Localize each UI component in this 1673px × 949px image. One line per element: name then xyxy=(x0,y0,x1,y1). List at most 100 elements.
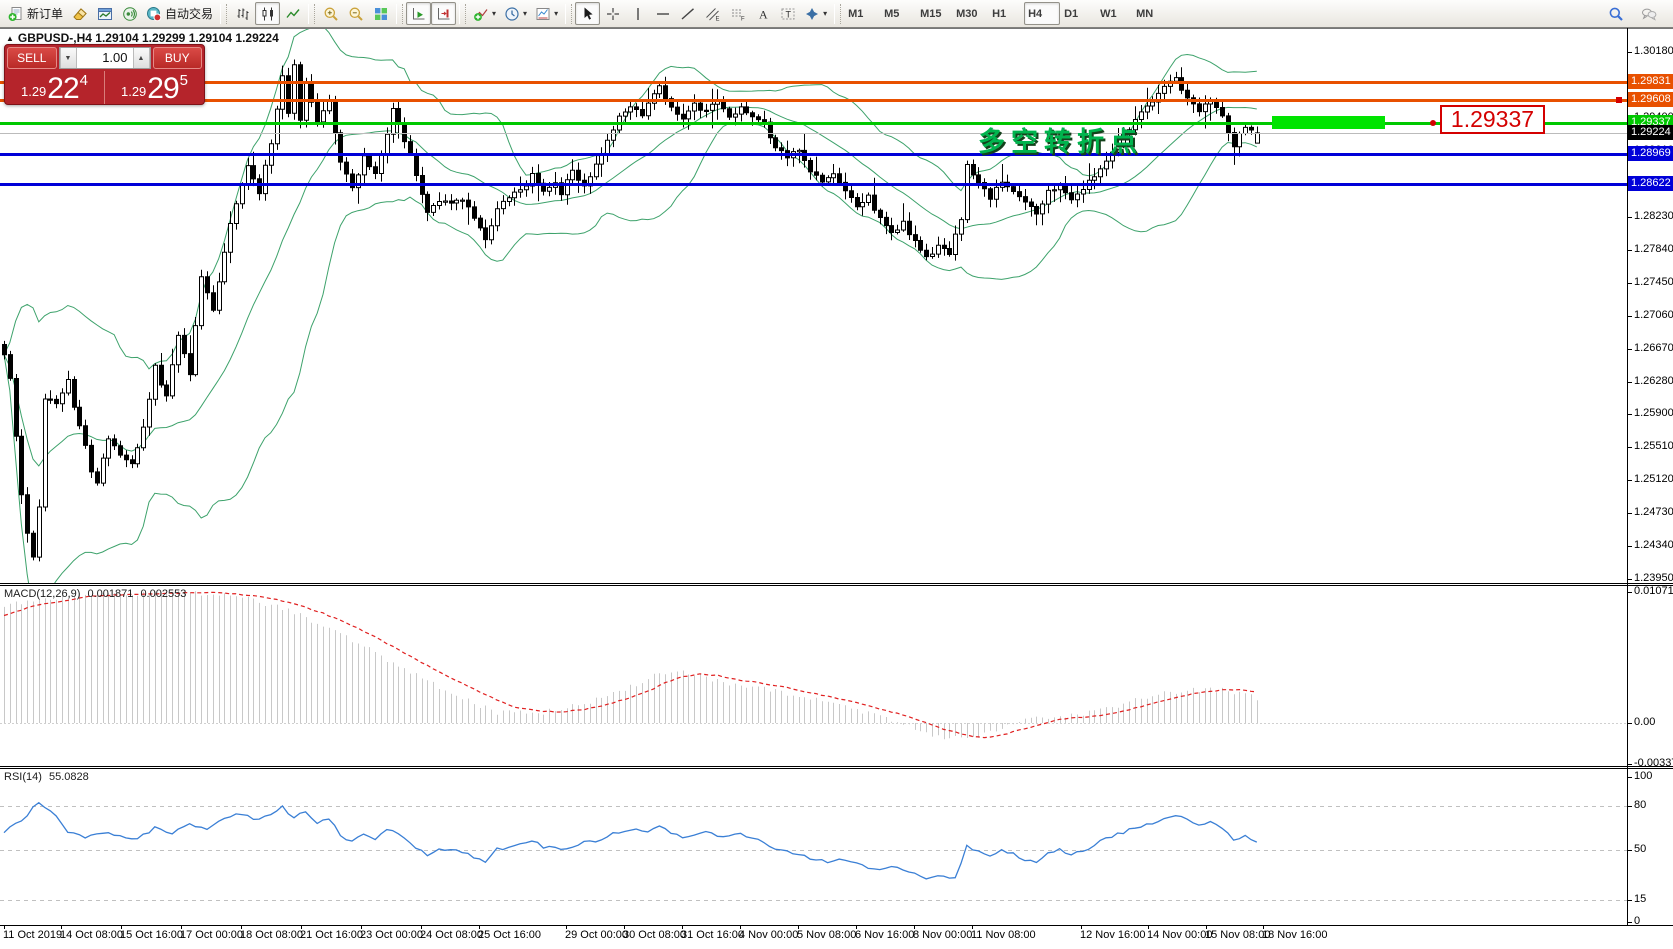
sell-price-pip: 4 xyxy=(79,72,89,89)
new-order-icon xyxy=(8,6,24,22)
chart-window-button[interactable] xyxy=(92,2,117,25)
chevron-down-icon: ▾ xyxy=(523,8,528,18)
macd-name: MACD(12,26,9) xyxy=(4,588,81,600)
timeframe-m15-button[interactable]: M15 xyxy=(916,2,952,25)
auto-scroll-button[interactable] xyxy=(406,2,432,25)
eraser-icon xyxy=(72,6,88,22)
rsi-indicator-label: RSI(14) 55.0828 xyxy=(4,771,93,783)
candles-icon xyxy=(260,6,276,22)
timeframe-m30-button[interactable]: M30 xyxy=(952,2,988,25)
zoom-in-icon xyxy=(323,6,339,22)
timeframe-m30-button-label: M30 xyxy=(956,7,978,20)
periods-menu-button[interactable]: ▾ xyxy=(500,2,531,25)
chevron-down-icon: ▾ xyxy=(554,8,559,18)
timeframe-m5-button-label: M5 xyxy=(884,7,900,20)
sell-button[interactable]: SELL xyxy=(7,47,57,69)
text-label-tool-button[interactable]: T xyxy=(775,2,800,25)
toolbar-separator xyxy=(459,3,467,24)
buy-button[interactable]: BUY xyxy=(152,47,202,69)
cursor-icon xyxy=(580,6,596,22)
symbol-title: ▲ GBPUSD-,H4 1.29104 1.29299 1.29104 1.2… xyxy=(6,31,279,45)
volume-value[interactable]: 1.00 xyxy=(102,50,128,65)
search-button[interactable] xyxy=(1603,2,1628,25)
zoom-out-icon xyxy=(348,6,364,22)
news-button[interactable] xyxy=(117,2,142,25)
price-callout-label[interactable]: 1.29337 xyxy=(1440,105,1545,134)
line-drag-marker[interactable] xyxy=(1616,97,1622,103)
toolbar-separator xyxy=(834,3,842,24)
volume-down-button[interactable]: ▼ xyxy=(59,48,77,68)
svg-text:E: E xyxy=(715,16,719,22)
horizontal-line-tool-button[interactable] xyxy=(650,2,675,25)
templates-menu-button[interactable]: ▾ xyxy=(531,2,562,25)
timeframe-m1-button[interactable]: M1 xyxy=(844,2,880,25)
rsi-value: 55.0828 xyxy=(48,771,89,783)
macd-main-value: 0.001871 xyxy=(87,588,134,600)
chat-button[interactable] xyxy=(1636,2,1661,25)
rsi-plot xyxy=(0,801,1627,901)
equidistant-channel-tool-button[interactable]: E xyxy=(700,2,725,25)
timeframe-h4-button[interactable]: H4 xyxy=(1024,2,1061,25)
sell-price[interactable]: 1.29 22 4 xyxy=(5,71,104,105)
cursor-tool-button[interactable] xyxy=(575,2,601,25)
timeframe-m5-button[interactable]: M5 xyxy=(880,2,916,25)
volume-up-button[interactable]: ▲ xyxy=(132,48,150,68)
chart-shift-button[interactable] xyxy=(431,2,457,25)
trendline-icon xyxy=(680,6,696,22)
timeframe-h1-button[interactable]: H1 xyxy=(988,2,1024,25)
vertical-line-tool-button[interactable] xyxy=(625,2,650,25)
timeframe-h4-button-label: H4 xyxy=(1028,7,1043,20)
fibonacci-tool-button[interactable]: F xyxy=(725,2,750,25)
timeframe-w1-button[interactable]: W1 xyxy=(1096,2,1132,25)
toolbar-separator xyxy=(565,3,573,24)
text-label-icon: T xyxy=(780,6,796,22)
zoom-in-button[interactable] xyxy=(318,2,343,25)
rsi-name: RSI(14) xyxy=(4,771,42,783)
new-order-button-label: 新订单 xyxy=(27,7,64,21)
vertical-line-icon xyxy=(630,6,646,22)
bars-icon xyxy=(235,6,251,22)
timeframe-mn-button[interactable]: MN xyxy=(1132,2,1168,25)
buy-price-prefix: 1.29 xyxy=(120,84,147,99)
candlestick-mode-button[interactable] xyxy=(255,2,281,25)
crosshair-tool-button[interactable] xyxy=(600,2,625,25)
timeframe-d1-button[interactable]: D1 xyxy=(1060,2,1096,25)
macd-signal-value: 0.002553 xyxy=(140,588,187,600)
toolbar-separator xyxy=(220,3,228,24)
equidistant-channel-icon: E xyxy=(705,6,721,22)
line-chart-mode-button[interactable] xyxy=(280,2,305,25)
arrows-tool-button[interactable]: ▾ xyxy=(800,2,831,25)
highlight-rectangle[interactable] xyxy=(1272,116,1385,129)
line-icon xyxy=(285,6,301,22)
sell-price-big: 22 xyxy=(47,72,79,105)
zoom-out-button[interactable] xyxy=(343,2,368,25)
svg-text:F: F xyxy=(741,16,745,22)
eraser-button[interactable] xyxy=(67,2,92,25)
autotrading-button-label: 自动交易 xyxy=(165,7,214,21)
new-order-button[interactable]: 新订单 xyxy=(4,2,67,25)
toolbar-separator xyxy=(396,3,404,24)
horizontal-level-lines[interactable] xyxy=(0,81,1627,186)
chevron-down-icon: ▾ xyxy=(492,8,497,18)
tile-windows-button[interactable] xyxy=(368,2,393,25)
candlestick-series[interactable] xyxy=(2,59,1260,562)
buy-price[interactable]: 1.29 29 5 xyxy=(104,71,204,104)
callout-anchor-dot xyxy=(1430,120,1436,126)
timeframe-mn-button-label: MN xyxy=(1136,7,1154,20)
collapse-triangle-icon[interactable]: ▲ xyxy=(6,33,14,43)
trendline-tool-button[interactable] xyxy=(675,2,700,25)
timeframe-d1-button-label: D1 xyxy=(1064,7,1079,20)
fibonacci-icon: F xyxy=(730,6,746,22)
toolbar-right-group xyxy=(1603,2,1669,25)
autotrading-button[interactable]: 自动交易 xyxy=(142,2,217,25)
chart-window-icon xyxy=(97,6,113,22)
panel-borders xyxy=(0,28,1673,929)
bar-chart-mode-button[interactable] xyxy=(230,2,255,25)
svg-text:A: A xyxy=(759,7,768,21)
text-tool-button[interactable]: A xyxy=(750,2,775,25)
indicators-menu-button[interactable]: ▾ xyxy=(469,2,500,25)
timeframe-m1-button-label: M1 xyxy=(848,7,864,20)
timeframe-m15-button-label: M15 xyxy=(920,7,942,20)
turning-point-annotation[interactable]: 多空转折点 xyxy=(978,127,1143,157)
